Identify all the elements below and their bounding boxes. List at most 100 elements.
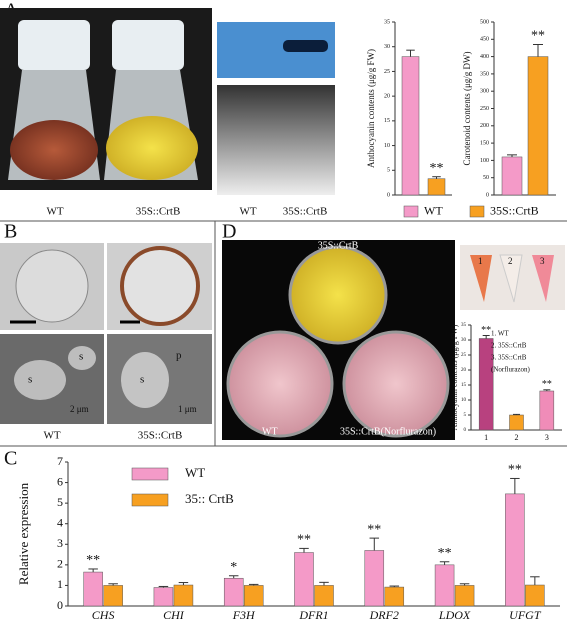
plate-label: WT: [262, 426, 278, 437]
tube-label: 1: [478, 256, 483, 266]
y-tick-label: 15: [461, 383, 467, 388]
y-tick-label: 7: [57, 454, 63, 468]
y-tick-label: 250: [480, 106, 489, 112]
bar: [294, 552, 314, 607]
bar: [384, 586, 405, 607]
bar: [454, 585, 475, 607]
y-tick-label: 5: [387, 168, 390, 174]
y-tick-label: 300: [480, 89, 489, 95]
scale-bar-label: 1 μm: [178, 404, 197, 414]
y-tick-label: 25: [384, 69, 390, 75]
y-tick-label: 35: [384, 19, 390, 25]
key-text: (Norflurazon): [491, 366, 531, 374]
bar: [505, 493, 525, 607]
x-tick-label: DRF2: [369, 608, 399, 622]
y-axis-label: Relative expression: [16, 482, 31, 585]
x-tick-label: DFR1: [298, 608, 328, 622]
bar: [401, 56, 420, 196]
significance: **: [508, 463, 522, 478]
y-tick-label: 3: [57, 536, 63, 550]
legend-label: WT: [424, 203, 443, 217]
bar: [153, 587, 174, 607]
significance: **: [297, 533, 311, 548]
y-tick-label: 4: [57, 515, 63, 529]
tube-label: 2: [508, 256, 513, 266]
panel-label: D: [222, 221, 236, 243]
y-tick-label: 0: [464, 428, 467, 433]
panel-label: B: [4, 221, 17, 243]
x-tick-label: CHS: [92, 608, 115, 622]
significance: *: [230, 560, 237, 575]
flask-photo: [0, 8, 212, 190]
significance: **: [430, 161, 444, 176]
y-tick-label: 350: [480, 71, 489, 77]
cell-micrographs: [0, 243, 212, 424]
bar: [103, 585, 123, 607]
y-tick-label: 0: [486, 192, 489, 198]
y-tick-label: 25: [461, 353, 467, 358]
y-tick-label: 30: [384, 44, 390, 50]
y-tick-label: 0: [387, 192, 390, 198]
tube-label: 3: [540, 256, 545, 266]
bar: [434, 564, 455, 607]
legend-swatch: [131, 493, 169, 507]
organelle-label: s: [140, 374, 144, 386]
y-tick-label: 100: [480, 158, 489, 164]
y-tick-label: 150: [480, 140, 489, 146]
plate-label: 35S::CrtB(Norflurazon): [340, 426, 436, 437]
significance: **: [542, 379, 552, 390]
key-text: 3. 35S::CrtB: [491, 354, 527, 362]
x-tick-label: CHI: [163, 608, 185, 622]
y-tick-label: 20: [384, 94, 390, 100]
y-tick-label: 400: [480, 54, 489, 60]
photo-label: WT: [46, 206, 63, 218]
plate-photo: [222, 240, 455, 440]
photo-label: 35S::CrtB: [283, 206, 328, 218]
bar: [364, 550, 385, 607]
x-tick-label: 3: [545, 433, 549, 442]
y-tick-label: 15: [384, 118, 390, 124]
scale-bar-label: 2 μm: [70, 404, 89, 414]
bar: [501, 156, 523, 196]
y-tick-label: 20: [461, 368, 467, 373]
organelle-label: p: [176, 350, 182, 362]
key-text: 2. 35S::CrtB: [491, 342, 527, 350]
bar: [173, 584, 194, 607]
y-tick-label: 5: [57, 495, 63, 509]
y-tick-label: 450: [480, 37, 489, 43]
photo-label: 35S::CrtB: [138, 430, 183, 442]
x-tick-label: LDOX: [438, 608, 471, 622]
legend-label: WT: [185, 465, 205, 480]
photo-label: WT: [239, 206, 256, 218]
y-tick-label: 35: [461, 323, 467, 328]
legend-swatch: [469, 205, 485, 218]
key-text: 1. WT: [491, 330, 509, 338]
y-tick-label: 10: [461, 398, 467, 403]
y-tick-label: 1: [57, 577, 63, 591]
plate-label: 35S::CrtB: [318, 240, 359, 251]
tube-photo: [460, 245, 565, 310]
significance: **: [86, 553, 100, 568]
y-tick-label: 6: [57, 474, 63, 488]
organelle-label: s: [28, 374, 32, 386]
significance: **: [367, 522, 381, 537]
legend-swatch: [403, 205, 419, 218]
bar: [243, 585, 264, 607]
bar: [509, 414, 524, 431]
x-tick-label: UFGT: [509, 608, 542, 622]
x-tick-label: F3H: [232, 608, 256, 622]
bar: [83, 571, 103, 607]
x-tick-label: 2: [515, 433, 519, 442]
bar: [539, 390, 555, 431]
y-tick-label: 50: [483, 175, 489, 181]
bar: [527, 56, 549, 196]
legend-swatch: [131, 467, 169, 481]
significance: **: [438, 546, 452, 561]
y-axis-label: Anthocyanin contents (μg/g FW): [366, 49, 376, 168]
y-tick-label: 30: [461, 338, 467, 343]
bar: [223, 577, 244, 607]
photo-label: 35S::CrtB: [136, 206, 181, 218]
y-tick-label: 10: [384, 143, 390, 149]
